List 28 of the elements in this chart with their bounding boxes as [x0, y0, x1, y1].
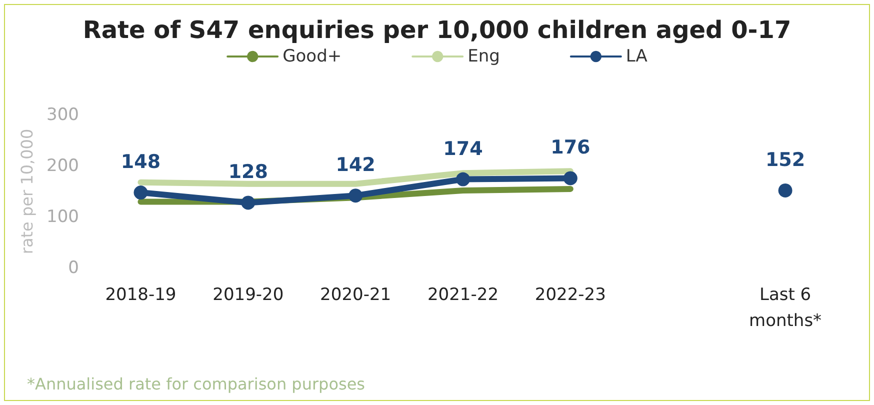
data-label: 174 [443, 138, 483, 160]
data-label: 142 [336, 154, 376, 176]
legend-label: Good+ [282, 46, 342, 66]
chart-title: Rate of S47 enquiries per 10,000 children aged 0-17 [82, 16, 792, 44]
x-tick-label: 2020-21 [320, 285, 392, 305]
text: *Annualised rate for comparison purposes [27, 374, 365, 394]
y-tick-label: 200 [46, 156, 79, 176]
legend-label: LA [626, 46, 648, 66]
x-tick-label: Last 6 months* [749, 285, 822, 331]
point [241, 196, 256, 210]
point [778, 183, 792, 198]
data-label: 128 [228, 161, 268, 184]
y-axis-title: rate per 10,000 [18, 128, 36, 254]
x-tick-label: 2018-19 [105, 285, 176, 305]
data-label: 176 [550, 136, 590, 159]
point [456, 172, 470, 186]
data-label: 152 [765, 148, 806, 171]
x-tick-label: 2019-20 [212, 285, 284, 305]
x-tick-label: 2021-22 [427, 285, 499, 305]
y-tick-label: 0 [68, 258, 79, 278]
point [563, 171, 578, 186]
x-tick-label: 2022-23 [534, 285, 606, 305]
y-tick-label: 300 [46, 105, 79, 125]
point [134, 186, 148, 200]
legend-label: Eng [468, 46, 500, 66]
point [348, 188, 363, 203]
data-label: 148 [120, 151, 161, 174]
y-tick-label: 100 [46, 207, 79, 227]
